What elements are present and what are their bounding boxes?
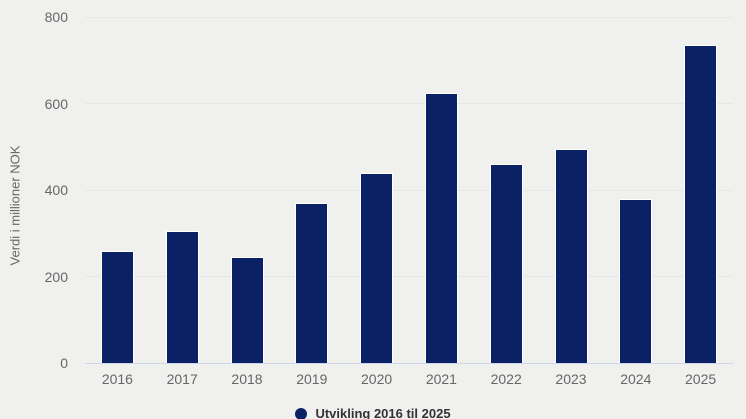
- y-tick-label: 200: [44, 268, 68, 285]
- x-tick-label: 2022: [490, 371, 522, 387]
- bar-2022[interactable]: [489, 164, 523, 363]
- gridline: [85, 276, 733, 277]
- y-tick-label: 400: [44, 182, 68, 198]
- y-tick-label: 800: [44, 9, 68, 25]
- gridline: [85, 189, 733, 191]
- x-axis-labels: 2016 2017 2018 2019 2020 2021 2022 2023 2024 2025: [85, 371, 733, 389]
- bar-2023[interactable]: [554, 148, 588, 363]
- bar-2018[interactable]: [230, 257, 264, 363]
- legend-series-marker-icon: [295, 407, 308, 419]
- gridline: [85, 16, 733, 18]
- bar-2024[interactable]: [619, 198, 653, 363]
- x-tick-label: 2020: [361, 371, 393, 387]
- bar-2017[interactable]: [165, 231, 199, 363]
- x-tick-label: 2016: [101, 371, 133, 387]
- x-tick-label: 2025: [685, 371, 717, 387]
- y-tick-label: 600: [44, 95, 68, 112]
- bar-2020[interactable]: [360, 172, 394, 363]
- x-tick-label: 2023: [555, 371, 587, 387]
- x-tick-label: 2017: [166, 371, 198, 387]
- bar-2016[interactable]: [100, 250, 134, 363]
- bar-2021[interactable]: [424, 92, 458, 363]
- y-tick-label: 0: [60, 355, 68, 371]
- x-axis-line: [85, 363, 733, 364]
- plot-area: [85, 0, 733, 364]
- x-tick-label: 2019: [296, 371, 328, 387]
- x-tick-label: 2021: [425, 371, 457, 387]
- bar-2019[interactable]: [295, 202, 329, 363]
- x-tick-label: 2018: [231, 371, 263, 387]
- legend[interactable]: Utvikling 2016 til 2025: [0, 406, 746, 419]
- legend-series-label: Utvikling 2016 til 2025: [315, 406, 451, 419]
- gridline: [85, 103, 733, 104]
- x-tick-label: 2024: [620, 371, 652, 387]
- bar-2025[interactable]: [684, 45, 718, 363]
